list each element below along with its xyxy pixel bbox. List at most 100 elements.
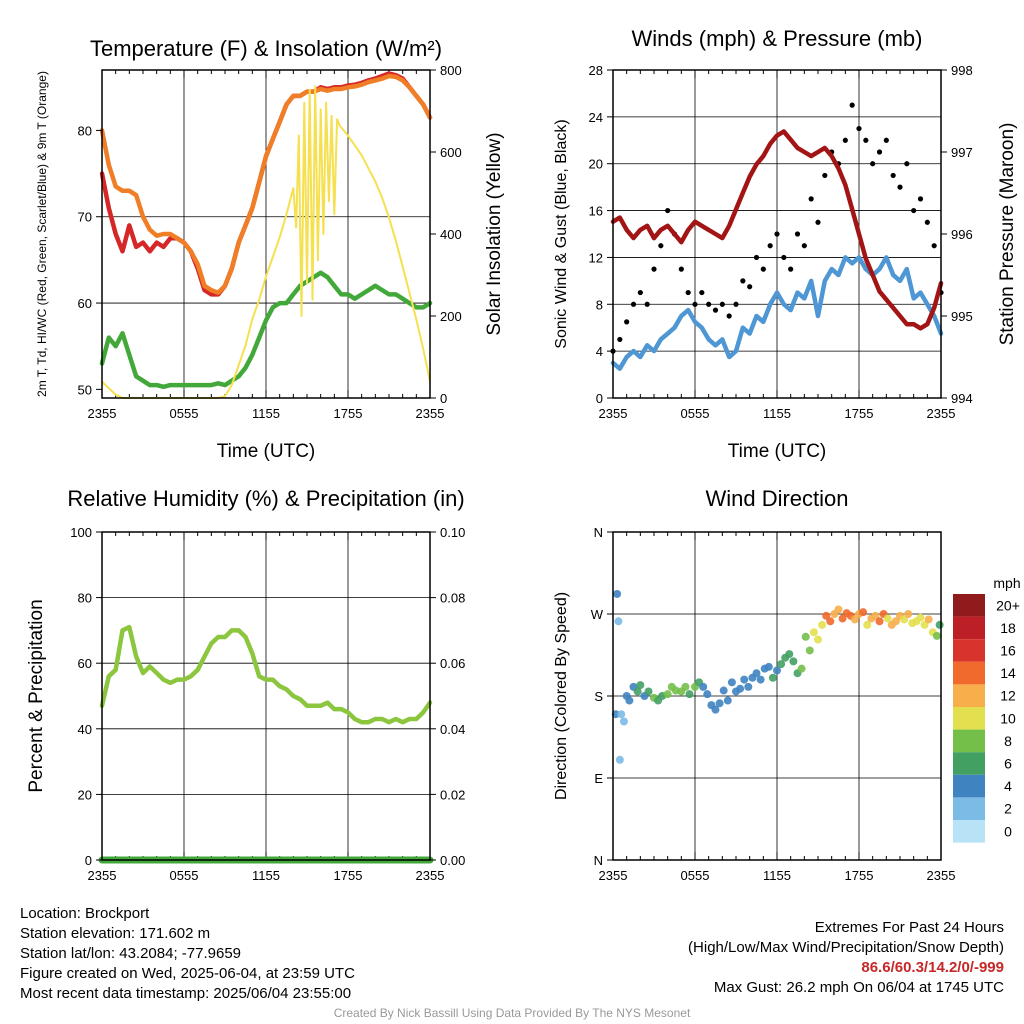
gust-point: [794, 231, 801, 237]
gust-point: [747, 284, 753, 290]
chart-panel-2: 2355 0555 1155 1755 235504812162024289949959…: [553, 26, 1018, 462]
gust-point: [883, 137, 889, 143]
gust-point: [740, 278, 746, 284]
direction-point: [818, 620, 827, 629]
direction-point: [615, 755, 624, 764]
direction-point: [633, 687, 642, 696]
colorbar-swatch: [953, 820, 985, 843]
direction-point: [822, 611, 831, 620]
direction-point: [744, 682, 753, 691]
direction-point: [756, 675, 765, 684]
x-tick-label: 2355: [927, 406, 956, 421]
y-tick-label: 12: [589, 250, 603, 265]
chart-panel-1: 2355 0555 1155 1755 235550607080020040060080…: [35, 36, 505, 462]
x-tick-label: 1755: [845, 868, 874, 883]
x-tick-label: 1755: [845, 406, 874, 421]
station-elevation: Station elevation: 171.602 m: [20, 925, 211, 942]
direction-point: [625, 696, 634, 705]
colorbar-swatch: [953, 774, 985, 798]
y-tick-label-right: 0.00: [440, 853, 465, 868]
direction-point: [801, 632, 810, 641]
x-tick-label: 0555: [170, 868, 199, 883]
direction-point: [809, 628, 818, 637]
gust-point: [617, 336, 623, 343]
y-tick-label: N: [594, 853, 603, 868]
direction-point: [789, 657, 798, 666]
y-axis-label: Direction (Colored By Speed): [553, 592, 570, 800]
gust-point: [774, 231, 780, 237]
y-tick-label-right: 994: [951, 391, 973, 406]
gust-point: [917, 196, 924, 202]
gust-point: [924, 219, 930, 225]
direction-point: [785, 650, 794, 659]
direction-point: [805, 646, 814, 655]
y-tick-label: S: [594, 689, 603, 704]
y-tick-label-right: 400: [440, 227, 462, 242]
y-tick-label-right: 0: [440, 391, 447, 406]
gust-point: [890, 172, 896, 179]
x-axis-label: Time (UTC): [217, 441, 316, 462]
direction-point: [764, 662, 773, 671]
gust-point: [706, 301, 712, 307]
y-tick-label-right: 998: [951, 63, 973, 78]
gust-point: [931, 243, 937, 249]
y-tick-label: 16: [589, 204, 603, 219]
gust-point: [815, 219, 821, 225]
x-tick-label: 1155: [763, 868, 791, 883]
gust-point: [644, 301, 650, 307]
y-tick-label: 80: [78, 123, 92, 138]
direction-point: [752, 669, 761, 678]
direction-point: [663, 690, 672, 699]
y-tick-label: 20: [589, 157, 603, 172]
x-tick-label: 0555: [681, 868, 710, 883]
direction-point: [935, 620, 944, 629]
gust-point: [637, 289, 643, 296]
direction-point: [614, 617, 623, 626]
gust-point: [781, 254, 787, 261]
colorbar-label: 4: [1004, 778, 1012, 794]
y-tick-label: 0: [596, 391, 603, 406]
plot-frame: [101, 531, 431, 861]
y-tick-label-right: 800: [440, 63, 462, 78]
gust-point: [856, 125, 862, 132]
y-tick-label-right: 0.04: [440, 722, 465, 737]
chart-title: Temperature (F) & Insolation (W/m²): [90, 36, 442, 61]
y-tick-label: 100: [70, 525, 92, 540]
credit-line: Created By Nick Bassill Using Data Provi…: [333, 1006, 691, 1020]
y-tick-label: 4: [596, 344, 603, 359]
chart-panel-3: 2355 0555 1155 1755 23550204060801000.000.02…: [26, 486, 465, 883]
gust-point: [808, 196, 814, 202]
y-tick-label: 20: [78, 787, 92, 802]
direction-point: [924, 615, 933, 624]
gust-point: [870, 161, 876, 167]
series-line-9m-t: [99, 73, 433, 295]
colorbar-swatch: [953, 594, 985, 617]
direction-point: [900, 615, 909, 624]
colorbar-swatch: [953, 639, 985, 662]
y-tick-label: 40: [78, 722, 92, 737]
x-tick-label: 1155: [763, 406, 791, 421]
series-line-relative-humidity: [99, 624, 433, 725]
direction-point: [883, 614, 892, 623]
colorbar-label: 14: [1000, 665, 1016, 681]
y-tick-label-right: 0.10: [440, 525, 465, 540]
y-tick-label: E: [594, 771, 603, 786]
figure-created: Figure created on Wed, 2025-06-04, at 23…: [20, 965, 355, 982]
colorbar-label: 10: [1000, 710, 1016, 726]
gust-point: [904, 161, 910, 167]
direction-point: [703, 690, 712, 699]
chart-title: Relative Humidity (%) & Precipitation (i…: [67, 486, 464, 511]
direction-point: [644, 687, 653, 696]
direction-point: [636, 681, 645, 690]
series-line-td: [99, 270, 433, 390]
gust-point: [699, 289, 705, 296]
direction-point: [617, 710, 626, 719]
gust-point: [753, 254, 760, 261]
gust-point: [678, 266, 684, 272]
y-tick-label-right: 996: [951, 227, 973, 242]
direction-point: [685, 690, 694, 699]
y-tick-label-right: 995: [951, 309, 973, 324]
y-tick-label-right: 0.02: [440, 787, 465, 802]
x-tick-label: 2355: [416, 868, 445, 883]
direction-point: [834, 605, 843, 614]
